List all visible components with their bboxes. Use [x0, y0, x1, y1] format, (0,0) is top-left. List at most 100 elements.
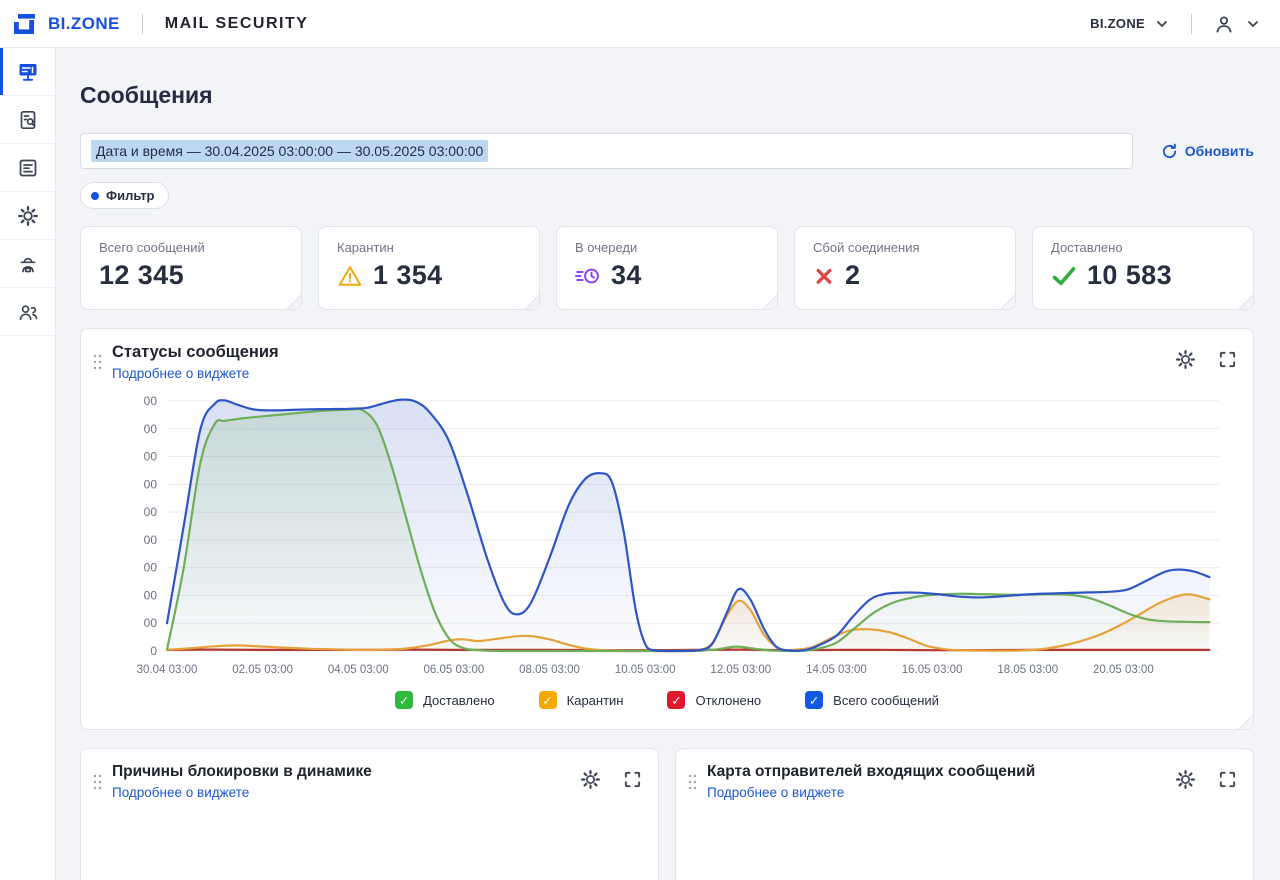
chart-legend: Доставлено Карантин Отклонено Всего сооб…	[97, 691, 1237, 709]
svg-text:10.05 03:00: 10.05 03:00	[615, 664, 676, 676]
stat-value: 34	[611, 260, 642, 291]
stat-card-connection-failed: Сбой соединения 2	[794, 226, 1016, 310]
svg-text:00: 00	[144, 422, 158, 436]
svg-text:20.05 03:00: 20.05 03:00	[1093, 664, 1154, 676]
stat-value: 1 354	[373, 260, 443, 291]
cross-icon	[813, 264, 835, 288]
refresh-icon	[1161, 143, 1178, 160]
stat-label: Карантин	[337, 240, 521, 255]
svg-text:00: 00	[144, 450, 158, 464]
divider	[142, 14, 143, 34]
sidebar-item-settings[interactable]	[0, 192, 55, 240]
queue-clock-icon	[575, 264, 601, 288]
date-range-input[interactable]: Дата и время — 30.04.2025 03:00:00 — 30.…	[80, 133, 1133, 169]
widget-expand-button[interactable]	[1218, 350, 1237, 369]
gear-icon	[1175, 769, 1196, 790]
divider	[1191, 14, 1192, 34]
gear-icon	[580, 769, 601, 790]
users-icon	[17, 301, 39, 323]
expand-icon	[1218, 770, 1237, 789]
widget-title: Карта отправителей входящих сообщений	[707, 763, 1035, 781]
chevron-down-icon	[1249, 22, 1257, 26]
legend-label: Доставлено	[423, 693, 495, 708]
svg-text:02.05 03:00: 02.05 03:00	[232, 664, 293, 676]
svg-text:12.05 03:00: 12.05 03:00	[710, 664, 771, 676]
svg-text:00: 00	[144, 505, 158, 519]
stat-card-quarantine: Карантин 1 354	[318, 226, 540, 310]
svg-text:0: 0	[150, 644, 157, 658]
expand-icon	[623, 770, 642, 789]
gear-icon	[17, 205, 39, 227]
drag-handle-icon[interactable]	[688, 773, 697, 791]
user-menu-button[interactable]	[1212, 12, 1236, 36]
legend-item-delivered[interactable]: Доставлено	[395, 691, 495, 709]
svg-text:08.05 03:00: 08.05 03:00	[519, 664, 580, 676]
legend-label: Карантин	[567, 693, 624, 708]
stats-row: Всего сообщений 12 345 Карантин 1 354	[80, 226, 1254, 310]
product-name: MAIL SECURITY	[165, 15, 309, 33]
widget-title: Статусы сообщения	[112, 343, 279, 362]
bizone-logo-icon	[12, 12, 38, 36]
check-icon	[1051, 264, 1077, 288]
svg-text:16.05 03:00: 16.05 03:00	[902, 664, 963, 676]
sidebar-item-admin[interactable]	[0, 240, 55, 288]
warning-triangle-icon	[337, 264, 363, 288]
sidebar-item-users[interactable]	[0, 288, 55, 336]
drag-handle-icon[interactable]	[93, 773, 102, 791]
status-chart: 000000000000000000030.04 03:0002.05 03:0…	[97, 383, 1237, 683]
widget-block-reasons: Причины блокировки в динамике Подробнее …	[80, 748, 659, 880]
widget-details-link[interactable]: Подробнее о виджете	[112, 366, 279, 381]
legend-item-rejected[interactable]: Отклонено	[667, 691, 761, 709]
widget-title: Причины блокировки в динамике	[112, 763, 372, 781]
stat-value: 12 345	[99, 260, 184, 291]
user-menu-chevron[interactable]	[1244, 15, 1262, 33]
stat-card-delivered: Доставлено 10 583	[1032, 226, 1254, 310]
legend-item-quarantine[interactable]: Карантин	[539, 691, 624, 709]
filter-chip[interactable]: Фильтр	[80, 182, 169, 209]
filter-active-dot-icon	[91, 192, 99, 200]
spy-icon	[17, 253, 39, 275]
brand-name: BI.ZONE	[48, 14, 120, 34]
svg-text:00: 00	[144, 561, 158, 575]
date-range-chip[interactable]: Дата и время — 30.04.2025 03:00:00 — 30.…	[91, 140, 488, 162]
stat-card-total: Всего сообщений 12 345	[80, 226, 302, 310]
checkbox-checked-icon[interactable]	[395, 691, 413, 709]
widget-senders-map: Карта отправителей входящих сообщений По…	[675, 748, 1254, 880]
stat-label: Сбой соединения	[813, 240, 997, 255]
refresh-label: Обновить	[1185, 143, 1254, 159]
org-switcher-button[interactable]	[1153, 15, 1171, 33]
widget-details-link[interactable]: Подробнее о виджете	[707, 785, 1035, 800]
legend-label: Отклонено	[695, 693, 761, 708]
document-search-icon	[17, 109, 39, 131]
widget-expand-button[interactable]	[1218, 770, 1237, 789]
legend-item-total[interactable]: Всего сообщений	[805, 691, 939, 709]
checkbox-checked-icon[interactable]	[667, 691, 685, 709]
checkbox-checked-icon[interactable]	[805, 691, 823, 709]
main-content: Сообщения Дата и время — 30.04.2025 03:0…	[56, 48, 1280, 880]
stat-card-queued: В очереди 34	[556, 226, 778, 310]
svg-text:04.05 03:00: 04.05 03:00	[328, 664, 389, 676]
svg-text:00: 00	[144, 616, 158, 630]
refresh-button[interactable]: Обновить	[1161, 143, 1254, 160]
sidebar-item-dashboard[interactable]	[0, 48, 55, 96]
svg-text:00: 00	[144, 477, 158, 491]
filter-chip-label: Фильтр	[106, 188, 155, 203]
svg-text:06.05 03:00: 06.05 03:00	[424, 664, 485, 676]
top-bar: BI.ZONE MAIL SECURITY BI.ZONE	[0, 0, 1280, 48]
svg-text:00: 00	[144, 394, 158, 408]
drag-handle-icon[interactable]	[93, 353, 102, 371]
widget-settings-button[interactable]	[1175, 349, 1196, 370]
svg-text:00: 00	[144, 533, 158, 547]
svg-text:14.05 03:00: 14.05 03:00	[806, 664, 867, 676]
widget-settings-button[interactable]	[580, 769, 601, 790]
org-switcher-label: BI.ZONE	[1090, 16, 1145, 31]
sidebar-item-message-search[interactable]	[0, 96, 55, 144]
checkbox-checked-icon[interactable]	[539, 691, 557, 709]
stat-label: Доставлено	[1051, 240, 1235, 255]
monitor-icon	[17, 61, 39, 83]
sidebar-item-reports[interactable]	[0, 144, 55, 192]
widget-expand-button[interactable]	[623, 770, 642, 789]
widget-details-link[interactable]: Подробнее о виджете	[112, 785, 372, 800]
widget-settings-button[interactable]	[1175, 769, 1196, 790]
stat-label: Всего сообщений	[99, 240, 283, 255]
